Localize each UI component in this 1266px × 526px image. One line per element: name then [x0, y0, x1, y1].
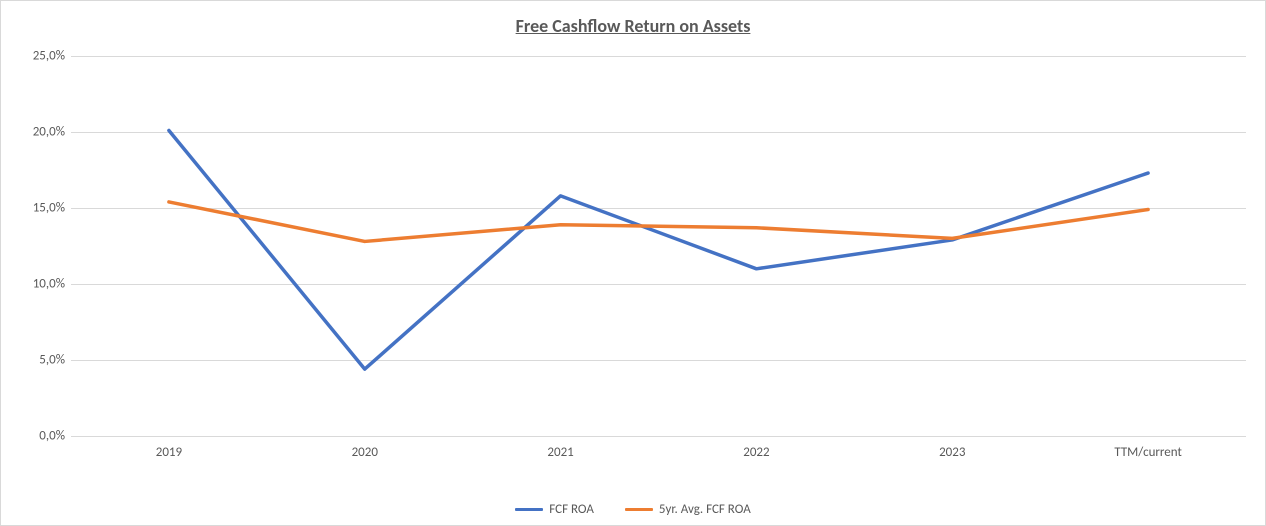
x-tick-label: 2023	[939, 445, 965, 460]
gridline	[71, 436, 1246, 437]
y-tick-label: 0,0%	[10, 429, 65, 444]
x-tick-label: TTM/current	[1114, 445, 1182, 460]
x-tick-label: 2020	[352, 445, 378, 460]
y-tick-label: 10,0%	[10, 277, 65, 292]
series-line	[169, 130, 1148, 369]
legend: FCF ROA 5yr. Avg. FCF ROA	[1, 500, 1265, 517]
legend-label: 5yr. Avg. FCF ROA	[659, 502, 751, 517]
legend-swatch	[515, 508, 543, 512]
x-tick-label: 2021	[547, 445, 573, 460]
y-tick-label: 25,0%	[10, 49, 65, 64]
legend-item-5yr-avg: 5yr. Avg. FCF ROA	[625, 502, 751, 517]
chart-container: Free Cashflow Return on Assets 0,0% 5,0% 1…	[0, 0, 1266, 526]
legend-item-fcf-roa: FCF ROA	[515, 502, 594, 517]
x-tick-label: 2019	[156, 445, 182, 460]
legend-swatch	[625, 508, 653, 512]
y-tick-label: 5,0%	[10, 353, 65, 368]
plot-area	[71, 56, 1246, 436]
legend-label: FCF ROA	[549, 502, 594, 517]
x-tick-label: 2022	[743, 445, 769, 460]
chart-title: Free Cashflow Return on Assets	[1, 15, 1265, 37]
y-tick-label: 20,0%	[10, 125, 65, 140]
y-tick-label: 15,0%	[10, 201, 65, 216]
line-series-svg	[71, 56, 1246, 436]
